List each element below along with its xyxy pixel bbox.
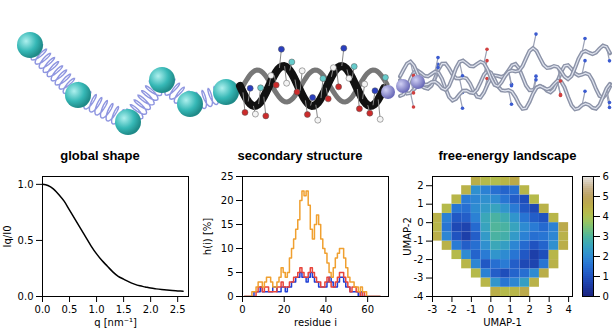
svg-text:2: 2 xyxy=(417,180,423,191)
svg-text:3: 3 xyxy=(603,231,609,242)
svg-text:2.5: 2.5 xyxy=(170,304,186,315)
svg-text:0: 0 xyxy=(417,217,423,228)
svg-text:60: 60 xyxy=(361,304,374,315)
svg-text:0: 0 xyxy=(488,304,494,315)
html-text:free-energy landscape: free-energy landscape xyxy=(438,148,577,163)
svg-text:1: 1 xyxy=(507,304,513,315)
svg-text:-1: -1 xyxy=(414,235,424,246)
svg-text:2.0: 2.0 xyxy=(143,304,159,315)
svg-text:-3: -3 xyxy=(414,272,424,283)
svg-text:1.0: 1.0 xyxy=(18,179,34,190)
svg-text:-3: -3 xyxy=(428,304,438,315)
svg-text:Iq/I0: Iq/I0 xyxy=(2,226,13,248)
svg-text:5: 5 xyxy=(227,267,233,278)
svg-text:40: 40 xyxy=(320,304,333,315)
svg-text:-1: -1 xyxy=(466,304,476,315)
svg-text:10: 10 xyxy=(221,243,234,254)
svg-text:UMAP-2: UMAP-2 xyxy=(402,217,413,256)
svg-text:4: 4 xyxy=(603,211,609,222)
svg-text:0: 0 xyxy=(227,291,233,302)
svg-text:1.0: 1.0 xyxy=(89,304,105,315)
svg-text:UMAP-1: UMAP-1 xyxy=(483,317,522,328)
svg-text:-2: -2 xyxy=(447,304,457,315)
svg-text:4: 4 xyxy=(565,304,571,315)
svg-text:0.5: 0.5 xyxy=(62,304,78,315)
html-text:secondary structure: secondary structure xyxy=(237,148,363,163)
svg-text:2: 2 xyxy=(603,251,609,262)
svg-text:q [nm⁻¹]: q [nm⁻¹] xyxy=(94,317,137,328)
svg-text:3: 3 xyxy=(546,304,552,315)
svg-text:h(i) [%]: h(i) [%] xyxy=(202,218,213,256)
html-text:global shape: global shape xyxy=(60,148,140,163)
svg-text:residue i: residue i xyxy=(294,317,337,328)
svg-text:6: 6 xyxy=(603,171,609,182)
svg-text:25: 25 xyxy=(221,171,234,182)
svg-text:0: 0 xyxy=(603,291,609,302)
svg-text:2: 2 xyxy=(527,304,533,315)
svg-text:5: 5 xyxy=(603,191,609,202)
svg-text:-2: -2 xyxy=(414,254,424,265)
svg-text:0.0: 0.0 xyxy=(18,291,34,302)
svg-text:15: 15 xyxy=(221,219,234,230)
svg-text:1.5: 1.5 xyxy=(116,304,132,315)
svg-text:0.5: 0.5 xyxy=(18,235,34,246)
svg-text:20: 20 xyxy=(221,195,234,206)
svg-text:1: 1 xyxy=(603,271,609,282)
svg-text:0.0: 0.0 xyxy=(35,304,51,315)
svg-text:0: 0 xyxy=(239,304,245,315)
svg-text:-4: -4 xyxy=(414,291,424,302)
svg-text:1: 1 xyxy=(417,198,423,209)
svg-text:20: 20 xyxy=(278,304,291,315)
